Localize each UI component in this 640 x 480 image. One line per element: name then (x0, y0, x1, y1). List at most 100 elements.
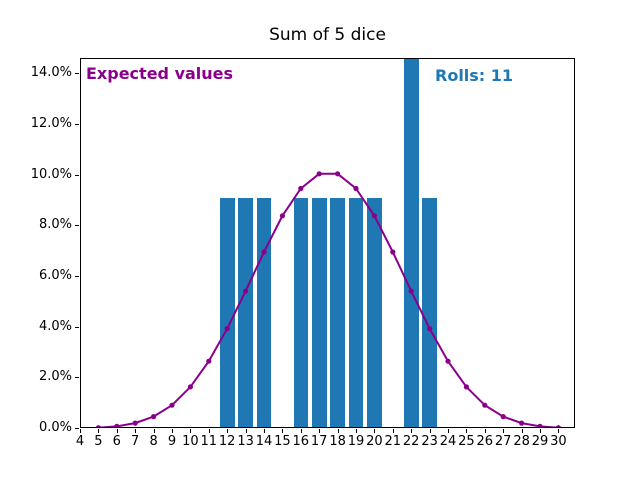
x-tick (374, 429, 376, 433)
x-tick-label: 23 (421, 434, 438, 449)
y-tick (75, 123, 79, 125)
y-tick (75, 377, 79, 379)
y-tick-label: 6.0% (38, 267, 72, 283)
data-point-marker (463, 384, 469, 390)
roll-bar-sum-22 (403, 58, 419, 428)
x-tick-label: 30 (550, 434, 567, 449)
x-tick-label: 8 (149, 434, 158, 449)
x-tick-label: 21 (384, 434, 402, 449)
y-tick-label: 2.0% (38, 369, 72, 385)
x-tick (282, 429, 284, 433)
x-tick-label: 4 (75, 434, 85, 449)
x-tick (264, 429, 265, 433)
x-tick (356, 429, 357, 433)
data-point-marker (353, 185, 359, 192)
x-tick (521, 429, 523, 433)
data-point-marker (371, 213, 377, 219)
x-tick (429, 429, 431, 433)
roll-bar-sum-12 (219, 197, 235, 428)
x-tick-label: 7 (131, 434, 140, 449)
x-tick (466, 429, 468, 433)
x-tick-label: 11 (200, 434, 218, 449)
y-tick-label: 0.0% (38, 420, 72, 435)
roll-bar-sum-19 (348, 197, 364, 428)
x-tick (558, 429, 560, 433)
x-tick-label: 19 (347, 434, 365, 449)
data-point-marker (537, 423, 543, 428)
data-point-marker (95, 425, 101, 428)
x-tick (319, 429, 321, 433)
plot-area: Expected values Rolls: 11 (80, 58, 575, 428)
x-tick (153, 429, 155, 433)
x-tick-label: 20 (366, 434, 383, 449)
x-tick (448, 429, 449, 433)
y-tick-label: 4.0% (38, 318, 72, 334)
x-tick-label: 18 (329, 434, 346, 449)
x-tick (503, 429, 505, 433)
x-tick (190, 429, 192, 433)
x-tick (172, 429, 173, 433)
x-tick (80, 429, 81, 433)
x-tick-label: 24 (439, 434, 457, 449)
data-point-marker (500, 414, 506, 420)
y-tick (75, 225, 79, 227)
x-tick (337, 429, 339, 433)
x-tick-label: 13 (237, 434, 254, 449)
data-point-marker (224, 326, 230, 332)
x-tick-label: 29 (531, 434, 549, 449)
x-tick-label: 16 (292, 434, 310, 449)
x-tick-label: 15 (274, 434, 291, 449)
rolls-count-label: Rolls: 11 (435, 66, 514, 85)
x-tick-label: 6 (112, 434, 121, 449)
expected-values-label: Expected values (86, 64, 234, 83)
x-tick-label: 28 (513, 434, 530, 449)
x-tick-label: 5 (94, 434, 103, 449)
data-point-marker (335, 171, 341, 177)
y-tick (75, 275, 79, 277)
roll-bar-sum-13 (238, 197, 253, 428)
x-tick (392, 429, 394, 433)
y-tick (75, 428, 79, 429)
data-point-marker (114, 423, 120, 428)
data-point-marker (445, 358, 451, 364)
x-tick (411, 429, 413, 433)
data-point-marker (187, 384, 193, 390)
x-tick-label: 17 (310, 434, 328, 449)
y-tick-label: 10.0% (30, 166, 72, 182)
x-tick-label: 25 (458, 434, 475, 449)
roll-bar-sum-14 (256, 197, 272, 428)
x-tick (300, 429, 302, 433)
roll-bar-sum-23 (422, 197, 437, 428)
x-tick (540, 429, 541, 433)
data-point-marker (279, 213, 285, 219)
x-tick-label: 14 (255, 434, 273, 449)
data-point-marker (169, 402, 175, 408)
x-tick-label: 26 (476, 434, 494, 449)
data-point-marker (298, 185, 304, 192)
expected-line-layer (95, 171, 561, 428)
data-point-marker (519, 420, 525, 426)
roll-bar-sum-18 (330, 197, 345, 428)
x-tick (135, 429, 137, 433)
data-point-marker (482, 402, 488, 408)
x-tick-label: 22 (402, 434, 420, 449)
data-point-marker (427, 326, 433, 332)
data-point-marker (151, 414, 157, 420)
y-tick-label: 12.0% (30, 115, 72, 131)
data-point-marker (206, 358, 212, 364)
x-tick (98, 429, 100, 433)
roll-bar-sum-20 (367, 197, 382, 428)
x-tick-label: 9 (167, 434, 177, 449)
chart-title: Sum of 5 dice (269, 25, 386, 45)
roll-bar-sum-17 (311, 197, 327, 428)
expected-values-line (98, 172, 559, 428)
x-tick-label: 27 (494, 434, 512, 449)
x-tick (245, 429, 247, 433)
y-tick (75, 73, 79, 75)
x-tick (484, 429, 486, 433)
x-tick (208, 429, 210, 433)
data-point-marker (390, 249, 396, 255)
data-point-marker (555, 425, 561, 428)
y-tick (75, 326, 79, 328)
